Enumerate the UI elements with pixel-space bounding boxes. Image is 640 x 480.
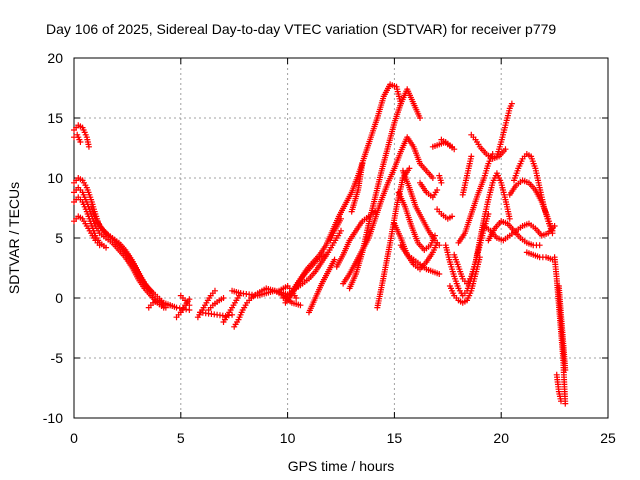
series-s43 — [459, 153, 475, 198]
data-point — [77, 139, 84, 145]
series-s26 — [340, 134, 436, 287]
y-tick-label: -5 — [51, 350, 64, 366]
series-s33 — [397, 242, 443, 277]
series-s39 — [442, 170, 513, 299]
y-tick-label: 20 — [47, 50, 63, 66]
series-s13 — [205, 295, 227, 313]
series-s45 — [493, 100, 515, 160]
series-s34 — [417, 179, 441, 201]
data-point — [186, 296, 193, 303]
data-point — [562, 400, 569, 407]
data-point — [434, 187, 441, 193]
x-tick-label: 20 — [493, 430, 509, 446]
data-point — [220, 295, 227, 301]
series-s1 — [71, 122, 92, 150]
data-point — [211, 287, 218, 294]
data-point — [359, 160, 366, 167]
y-tick-label: 5 — [55, 230, 63, 246]
series-s32 — [399, 167, 443, 249]
data-point — [438, 179, 445, 186]
series-s16 — [231, 295, 255, 330]
data-point — [417, 115, 424, 121]
data-point — [406, 165, 413, 172]
series-s47 — [485, 218, 543, 249]
data-point — [449, 213, 456, 220]
series-s49 — [506, 177, 556, 234]
series-s35 — [436, 172, 445, 186]
data-points — [71, 81, 569, 407]
x-tick-label: 25 — [600, 430, 616, 446]
series-s15 — [220, 290, 244, 325]
data-point — [297, 302, 304, 309]
data-point — [451, 146, 458, 153]
series-s38 — [434, 206, 456, 222]
y-axis-label: SDTVAR / TECUs — [6, 182, 22, 294]
grid — [74, 58, 608, 418]
data-point — [436, 271, 443, 277]
data-point — [85, 143, 92, 150]
x-tick-label: 15 — [387, 430, 403, 446]
series-s53 — [555, 283, 569, 373]
series-s52 — [553, 371, 565, 405]
data-point — [468, 153, 475, 160]
series-s5 — [71, 194, 110, 251]
data-point — [536, 242, 543, 249]
series-s23 — [305, 256, 338, 316]
series-s12 — [194, 287, 218, 321]
series-s27 — [346, 86, 424, 292]
x-tick-label: 0 — [70, 430, 78, 446]
data-point — [150, 290, 157, 297]
data-point — [549, 227, 556, 234]
series-s28 — [348, 160, 366, 215]
series-s9 — [167, 302, 193, 313]
series-s11 — [177, 292, 193, 309]
data-point — [558, 398, 565, 405]
data-point — [562, 367, 569, 373]
x-tick-label: 10 — [280, 430, 296, 446]
data-point — [429, 175, 436, 181]
data-point — [162, 304, 169, 311]
series-s31 — [395, 189, 438, 253]
data-point — [502, 146, 509, 153]
x-tick-label: 5 — [177, 430, 185, 446]
series-s37 — [438, 136, 458, 153]
series-s50 — [523, 249, 556, 263]
data-point — [338, 215, 344, 222]
series-s24 — [327, 215, 344, 244]
data-point — [485, 211, 492, 217]
data-point — [508, 100, 515, 107]
data-point — [293, 295, 300, 301]
series-s29 — [374, 165, 413, 311]
data-point — [331, 256, 338, 263]
y-tick-label: 15 — [47, 110, 63, 126]
data-point — [506, 215, 513, 222]
series-s8 — [145, 297, 169, 311]
axis-ticks: 0 5 10 15 20 25 -10 -5 0 5 10 15 20 — [43, 50, 616, 446]
data-point — [103, 244, 110, 251]
chart-title: Day 106 of 2025, Sidereal Day-to-day VTE… — [46, 21, 556, 37]
y-tick-label: 10 — [47, 170, 63, 186]
series-s42 — [455, 151, 496, 246]
y-tick-label: 0 — [55, 290, 63, 306]
data-point — [436, 242, 443, 249]
data-point — [96, 242, 103, 249]
series-s30 — [391, 220, 441, 273]
data-point — [338, 227, 344, 234]
y-tick-label: -10 — [43, 410, 63, 426]
x-axis-label: GPS time / hours — [288, 458, 395, 474]
series-s7 — [88, 203, 157, 297]
series-s2 — [71, 131, 84, 145]
series-s6 — [71, 213, 103, 249]
data-point — [186, 302, 193, 309]
